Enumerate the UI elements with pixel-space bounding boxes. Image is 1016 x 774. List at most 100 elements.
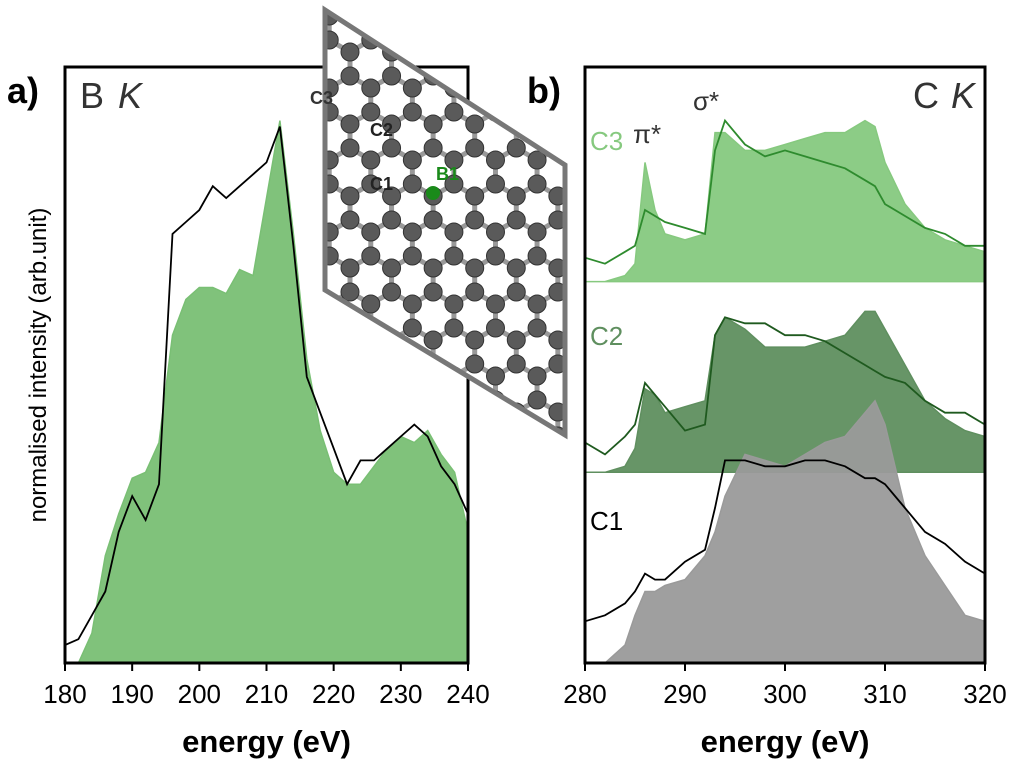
- atom: [154, 103, 172, 121]
- bond: [683, 472, 704, 484]
- bond: [142, 292, 163, 304]
- atom: [133, 115, 151, 133]
- title-element: C: [913, 75, 939, 116]
- annotation: σ*: [693, 86, 719, 116]
- title-edge: K: [951, 75, 977, 116]
- bond: [348, 397, 373, 415]
- bond: [516, 544, 537, 556]
- atom: [985, 535, 1003, 553]
- atom: [506, 258, 526, 278]
- bond: [390, 397, 414, 415]
- atom: [444, 10, 464, 26]
- atom: [548, 10, 565, 14]
- bond: [786, 40, 807, 52]
- atom: [840, 283, 858, 301]
- atom: [0, 7, 6, 25]
- atom: [632, 43, 650, 61]
- bond: [807, 112, 828, 124]
- atom: [715, 43, 733, 61]
- atom: [423, 10, 443, 14]
- bond: [786, 76, 807, 88]
- bond: [662, 292, 683, 304]
- bond: [515, 433, 539, 435]
- atom: [258, 43, 276, 61]
- atom: [590, 43, 608, 61]
- atom: [465, 282, 485, 302]
- atom: [133, 139, 151, 157]
- atom: [444, 294, 464, 314]
- atom: [527, 390, 547, 410]
- line: [64, 126, 469, 646]
- atom: [340, 402, 360, 422]
- atom: [465, 258, 485, 278]
- atom: [50, 0, 68, 13]
- atom: [29, 31, 47, 49]
- bond: [205, 76, 226, 88]
- atom: [361, 246, 381, 266]
- atom: [819, 79, 837, 97]
- atom: [444, 102, 464, 122]
- bond: [620, 328, 641, 340]
- atom: [528, 511, 546, 529]
- atom: [112, 31, 130, 49]
- atom: [944, 319, 962, 337]
- atom: [196, 103, 214, 121]
- bond: [599, 292, 620, 304]
- bond: [142, 220, 163, 232]
- atom: [402, 102, 422, 122]
- x-tick-label: 320: [963, 679, 1006, 709]
- atom: [485, 174, 505, 194]
- atom: [444, 174, 464, 194]
- bond: [662, 40, 683, 52]
- bond: [579, 40, 600, 52]
- atom: [485, 222, 505, 242]
- atom: [485, 78, 505, 98]
- atom: [402, 318, 422, 338]
- atom: [611, 535, 629, 553]
- bond: [17, 112, 38, 124]
- bond: [184, 256, 205, 268]
- bond: [515, 109, 539, 127]
- bond: [641, 4, 662, 16]
- bond: [683, 148, 704, 160]
- atom: [340, 258, 360, 278]
- bond: [142, 184, 163, 196]
- atom: [674, 67, 692, 85]
- atom: [506, 282, 526, 302]
- atom: [175, 43, 193, 61]
- atom: [653, 151, 671, 169]
- bond: [163, 292, 184, 304]
- bond: [163, 40, 184, 52]
- atom: [590, 211, 608, 229]
- atom: [216, 139, 234, 157]
- atom: [361, 366, 381, 386]
- atom: [361, 390, 381, 410]
- atom: [196, 31, 214, 49]
- bond: [535, 10, 560, 19]
- atom: [154, 223, 172, 241]
- atom: [632, 355, 650, 373]
- atom: [1006, 475, 1016, 493]
- bond: [431, 37, 456, 55]
- bond: [516, 508, 537, 520]
- atom: [548, 354, 565, 374]
- bond: [620, 76, 641, 88]
- bond: [225, 76, 246, 88]
- bond: [225, 220, 246, 232]
- atom: [0, 31, 6, 49]
- atom: [382, 354, 402, 374]
- bond: [953, 472, 974, 484]
- line: [584, 118, 985, 265]
- bond: [807, 76, 828, 88]
- line: [584, 459, 986, 623]
- bond: [724, 4, 745, 16]
- atom: [340, 42, 360, 62]
- atom: [653, 367, 671, 385]
- bond: [121, 4, 142, 16]
- bond: [494, 10, 518, 19]
- panel-label: b): [527, 70, 561, 111]
- bond: [101, 148, 122, 160]
- atom: [382, 138, 402, 158]
- bond: [473, 10, 497, 19]
- bond: [121, 148, 142, 160]
